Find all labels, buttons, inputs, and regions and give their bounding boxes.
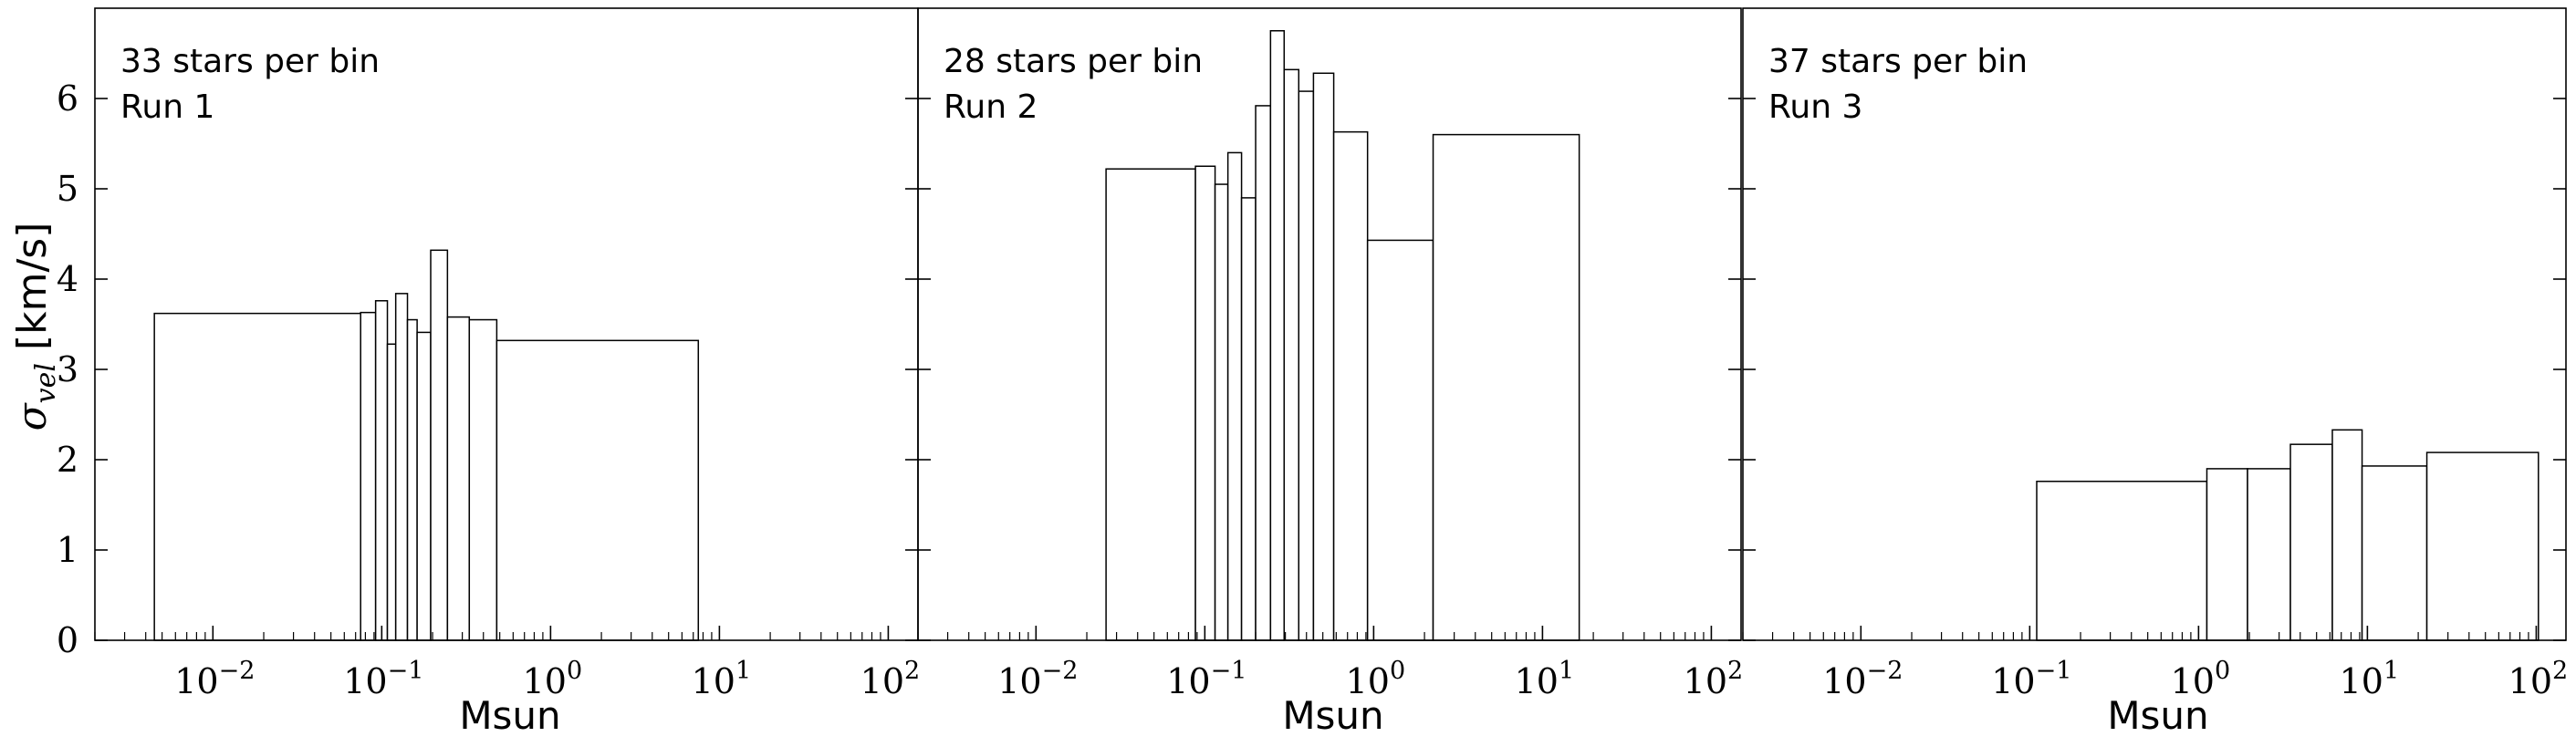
histogram-bar [1194,165,1216,641]
histogram-bar [1255,105,1272,641]
x-tick-label: 10−1 [1166,657,1246,701]
axes-frame [917,7,1742,641]
y-tick-label: 0 [57,620,78,660]
panel-1: 10−2 10−1 100 101 102 Msun 33 stars per bin Run… [94,7,921,738]
x-tick-label: 101 [692,657,752,701]
panel-annotation: Run 1 [120,88,214,126]
panel-annotation: Run 3 [1768,88,1862,126]
histogram-bar [2247,468,2291,641]
x-axis-title: Msun [1282,693,1383,738]
y-tick-label: 6 [57,78,78,119]
histogram-bar [1432,133,1580,641]
y-tick-label: 5 [57,169,78,209]
histogram-bar [2289,443,2333,641]
histogram-bar [1269,30,1286,641]
histogram-bar [468,318,498,641]
histogram-bar [406,318,418,641]
histogram-bar [1240,197,1257,641]
histogram-bar [360,311,377,641]
x-tick-label: 101 [1515,657,1575,701]
x-tick-label: 10−2 [1822,657,1903,701]
histogram-bar [1283,68,1300,641]
x-tick-label: 10−1 [343,657,423,701]
histogram-bar [394,293,409,641]
x-tick-label: 102 [2508,657,2569,701]
x-tick-label: 100 [1346,657,1406,701]
panel-2: 10−2 10−1 100 101 102 Msun 28 stars per bin Run… [917,7,1744,738]
panel-annotation: 33 stars per bin [120,43,380,80]
x-tick-label: 10−1 [1991,657,2071,701]
x-tick-label: 10−2 [997,657,1078,701]
panel-annotation: 28 stars per bin [944,43,1203,80]
x-tick-label: 100 [2171,657,2231,701]
histogram-bar [416,331,432,641]
x-axis-title: Msun [2107,693,2208,738]
histogram-bar [1312,72,1335,641]
histogram-bar [2036,481,2208,641]
histogram-bar [2425,451,2539,641]
axes-frame [1742,7,2567,641]
histogram-bar [1105,168,1196,641]
histogram-bar [1366,239,1434,641]
y-tick-label: 4 [57,259,78,299]
x-tick-label: 102 [1684,657,1744,701]
x-tick-label: 10−2 [174,657,255,701]
histogram-bar [1332,130,1369,641]
y-axis-title-group: σvel [km/s] [9,223,62,431]
y-tick-label: 2 [57,440,78,480]
y-tick-label: 3 [57,349,78,389]
histogram-bar [374,300,389,641]
histogram-bar [2206,468,2248,641]
x-tick-label: 101 [2340,657,2400,701]
y-tick-label: 1 [57,530,78,570]
histogram-bar [1226,151,1243,641]
histogram-bar [2361,465,2428,641]
x-axis-title: Msun [459,693,560,738]
histogram-bar [1298,90,1315,641]
x-tick-label: 102 [860,657,921,701]
histogram-bar [446,316,471,641]
y-axis-title: σvel [km/s] [9,223,62,431]
x-tick-label: 100 [523,657,583,701]
histogram-bar [430,249,449,641]
histogram-bar [1214,183,1229,641]
histogram-bar [495,339,700,641]
histogram-bar [153,312,361,641]
panel-annotation: 37 stars per bin [1768,43,2028,80]
histogram-bar [2331,429,2363,641]
panel-annotation: Run 2 [944,88,1038,126]
panel-3: 10−2 10−1 100 101 102 Msun 37 stars per bin Run… [1742,7,2569,738]
histogram-bar [386,343,397,641]
